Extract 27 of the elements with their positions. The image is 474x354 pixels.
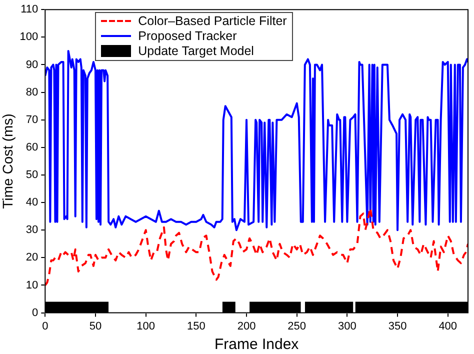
y-tick-label: 10 bbox=[26, 279, 38, 292]
legend-label: Color–Based Particle Filter bbox=[138, 14, 287, 29]
x-tick-label: 150 bbox=[186, 320, 206, 332]
x-tick-label: 350 bbox=[388, 320, 407, 332]
legend-label: Proposed Tracker bbox=[138, 28, 237, 44]
legend-label: Update Target Model bbox=[138, 44, 254, 59]
y-tick-label: 40 bbox=[26, 196, 38, 209]
x-tick-label: 50 bbox=[89, 320, 102, 332]
y-tick-label: 70 bbox=[26, 114, 38, 126]
x-tick-label: 250 bbox=[288, 320, 306, 332]
y-tick-label: 20 bbox=[26, 252, 38, 264]
y-tick-label: 90 bbox=[26, 58, 38, 71]
x-axis-title: Frame Index bbox=[214, 336, 300, 354]
y-tick-label: 0 bbox=[32, 306, 38, 319]
x-tick-label: 200 bbox=[237, 320, 256, 332]
y-tick-label: 100 bbox=[20, 31, 38, 44]
y-tick-label: 60 bbox=[26, 141, 38, 154]
y-axis-title: Time Cost (ms) bbox=[0, 114, 16, 209]
y-tick-label: 30 bbox=[26, 224, 38, 236]
y-tick-label: 50 bbox=[26, 169, 38, 182]
x-tick-label: 100 bbox=[136, 320, 156, 332]
y-tick-label: 80 bbox=[26, 86, 38, 98]
line-series bbox=[45, 207, 468, 286]
x-tick-label: 300 bbox=[338, 320, 356, 332]
x-tick-label: 0 bbox=[42, 320, 48, 332]
y-tick-label: 110 bbox=[20, 4, 38, 16]
x-tick-label: 400 bbox=[438, 320, 458, 332]
